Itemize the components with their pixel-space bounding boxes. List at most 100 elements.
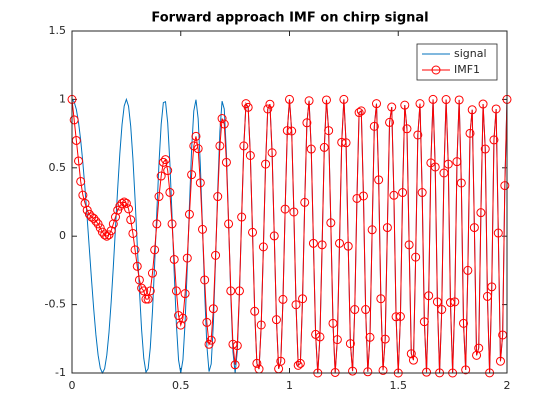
marker [224,219,234,229]
marker [343,241,353,251]
marker [400,100,410,110]
marker [258,242,268,252]
marker [411,252,421,262]
marker [298,294,308,304]
marker [198,224,207,234]
marker [467,105,477,115]
marker [145,286,155,296]
marker [195,178,205,188]
marker [215,141,225,151]
series-line [71,99,508,374]
marker [252,358,262,368]
x-tick-label: 1.5 [390,379,408,392]
marker [165,187,175,197]
marker [293,360,303,370]
marker [121,198,131,208]
marker [476,208,486,218]
marker [226,286,236,296]
marker [422,367,432,377]
marker [143,294,153,304]
marker [454,95,464,105]
marker [208,304,218,314]
marker [408,355,418,365]
marker [365,332,375,342]
marker [161,155,171,165]
marker [200,275,210,285]
marker [304,96,314,106]
marker [493,228,503,238]
marker [282,126,292,136]
marker [78,190,88,200]
legend-label: IMF1 [454,63,480,76]
marker [463,265,473,275]
marker [256,320,266,330]
marker [217,114,227,124]
marker [428,94,438,104]
marker [315,332,325,342]
marker [378,365,388,375]
marker [211,250,221,260]
marker [80,198,90,208]
marker [330,367,340,377]
marker [169,254,179,264]
x-tick-label: 1 [286,379,293,392]
marker [265,99,275,109]
legend-box [416,43,498,81]
marker [141,294,151,304]
marker [189,141,199,151]
marker [234,286,244,296]
marker [358,191,368,201]
marker [91,216,101,226]
marker [350,305,360,315]
marker [417,188,427,198]
marker [332,335,342,345]
marker [437,305,447,315]
marker [158,157,168,167]
marker [228,339,238,349]
marker [376,294,386,304]
marker [450,297,460,307]
marker [341,138,351,148]
marker [461,365,471,375]
marker [163,166,173,176]
x-tick-label: 0 [69,379,76,392]
marker [430,162,440,172]
marker [439,168,449,178]
marker [374,175,384,185]
legend-marker [431,65,441,75]
marker [389,190,399,200]
marker [245,150,255,160]
marker [354,108,364,118]
marker [108,219,118,229]
marker [285,94,294,104]
marker [380,334,390,344]
marker [369,121,379,131]
y-tick-label: -1 [55,366,66,379]
marker [302,118,312,128]
marker [191,131,201,141]
marker [187,170,197,180]
marker [317,240,327,250]
x-tick-label: 2 [504,379,511,392]
marker [174,311,184,321]
marker [219,119,229,129]
marker [321,95,331,105]
marker [289,207,299,217]
marker [111,212,120,222]
marker [263,104,273,114]
marker [441,95,451,105]
chart-title: Forward approach IMF on chirp signal [151,11,428,26]
marker [478,99,488,109]
marker [487,282,497,292]
marker [406,349,416,359]
marker [339,94,349,104]
marker [319,142,329,152]
marker [156,171,166,181]
marker [402,124,412,134]
marker [139,286,149,296]
marker [132,261,142,271]
y-tick-label: 0 [59,229,66,242]
marker [372,99,381,109]
marker [134,275,144,285]
